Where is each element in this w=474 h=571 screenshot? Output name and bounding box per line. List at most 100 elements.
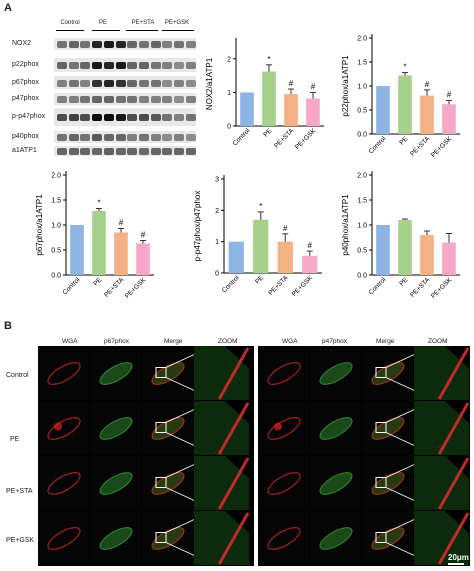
cell-background: [38, 511, 89, 565]
x-tick-label: Control: [232, 127, 252, 147]
y-tick-label: 1: [215, 239, 219, 246]
wga-cell-outline: [267, 417, 301, 440]
stain-cell: [319, 362, 353, 385]
microscopy-cell: [38, 511, 89, 565]
stain-cell: [99, 527, 133, 550]
bar: [420, 235, 434, 275]
blot-band: [174, 41, 184, 48]
y-axis-label: p22phox/a1ATP1: [341, 55, 350, 117]
significance-mark: #: [308, 241, 313, 250]
microscopy-cell: [194, 511, 250, 565]
bar: [376, 86, 390, 134]
bar: [262, 71, 276, 126]
blot-protein-label: p47phox: [12, 95, 39, 102]
blot-band: [80, 148, 91, 155]
bar: [228, 241, 244, 273]
y-axis-label: NOX2/a1ATP1: [205, 57, 214, 110]
blot-band: [68, 148, 79, 155]
blot-band: [68, 114, 79, 121]
blot-band: [92, 114, 103, 121]
blot-band: [174, 62, 184, 69]
bar: [420, 95, 434, 134]
x-tick-label: PE: [398, 135, 410, 147]
stain-cell: [319, 472, 353, 495]
blot-band: [57, 134, 67, 141]
blot-protein-label: p-p47phox: [12, 113, 46, 120]
blot-strip: [54, 38, 196, 50]
blot-band: [150, 41, 161, 48]
x-tick-label: Control: [368, 276, 388, 296]
bar: [398, 220, 412, 275]
microscopy-cell: [362, 511, 425, 565]
y-tick-label: 2: [215, 208, 219, 215]
microscopy-cell: [258, 511, 309, 565]
y-tick-label: 1.5: [51, 198, 61, 205]
blot-band: [127, 79, 138, 87]
microscopy-cell: [38, 456, 89, 510]
blot-band: [162, 114, 173, 121]
blot-band: [127, 62, 138, 69]
significance-mark: *: [97, 199, 100, 208]
zoom-membrane: [217, 512, 250, 565]
blot-group-control: Control: [60, 20, 80, 26]
x-tick-label: PE: [92, 276, 104, 288]
zoom-edge: [444, 511, 469, 533]
microscopy-cell: [90, 401, 141, 455]
wga-cell-outline: [47, 362, 81, 385]
left-header-p67phox: p67phox: [104, 338, 129, 345]
blot-band: [138, 134, 149, 141]
bar: [398, 75, 412, 134]
blot-band: [80, 79, 91, 87]
significance-mark: #: [425, 80, 430, 89]
bar: [376, 225, 390, 275]
blot-strip: [54, 108, 196, 126]
microscopy-cell: [362, 401, 425, 455]
blot-band: [80, 114, 91, 121]
blot-band: [115, 41, 126, 48]
blot-band: [138, 114, 149, 121]
blot-band: [92, 62, 103, 69]
blot-band: [57, 148, 67, 155]
microscopy-cell: [90, 456, 141, 510]
blot-band: [150, 96, 161, 103]
y-tick-label: 2.0: [357, 36, 367, 43]
blot-band: [185, 148, 196, 155]
microscopy-cell: [38, 346, 89, 400]
panel-a-label: A: [4, 2, 12, 14]
cell-background: [38, 456, 89, 510]
zoom-membrane: [437, 402, 470, 455]
bar: [277, 241, 293, 273]
cell-background: [38, 401, 89, 455]
zoom-box: [155, 477, 167, 488]
y-tick-label: 0.5: [357, 248, 367, 255]
bar: [306, 98, 320, 126]
blot-band: [57, 41, 67, 48]
zoom-edge: [224, 401, 249, 423]
blot-band: [92, 134, 103, 141]
bar: [442, 242, 456, 275]
right-header-p47phox: p47phox: [322, 338, 347, 345]
blot-band: [185, 134, 196, 141]
y-tick-label: 0.0: [357, 273, 367, 280]
blot-band: [185, 114, 196, 121]
blot-band: [185, 79, 196, 87]
microscopy-cell: [310, 511, 361, 565]
blot-band: [103, 148, 114, 155]
left-header-wga: WGA: [62, 338, 78, 345]
y-tick-label: 1: [227, 90, 231, 97]
blot-protein-label: p67phox: [12, 78, 39, 86]
blot-band: [138, 41, 149, 48]
x-tick-label: PE+STA: [103, 276, 126, 299]
blot-protein-label: p40phox: [12, 133, 39, 140]
zoom-membrane: [217, 402, 250, 455]
cell-background: [258, 511, 309, 565]
y-tick-label: 0.0: [51, 273, 61, 280]
y-tick-label: 1.0: [357, 84, 367, 91]
blot-band: [162, 62, 173, 69]
panel-b-label: B: [4, 320, 12, 332]
bar: [92, 211, 106, 275]
blot-band: [185, 62, 196, 69]
zoom-box: [375, 422, 387, 433]
blot-band: [80, 134, 91, 141]
